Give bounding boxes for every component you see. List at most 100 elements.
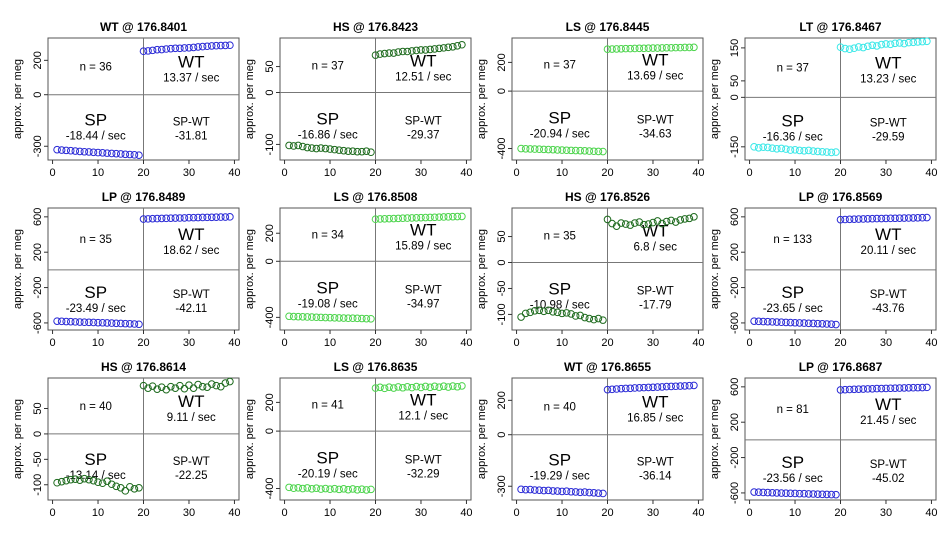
wt-data-point [873,384,881,393]
sp-data-point [521,309,530,318]
y-tick-label: 0 [264,428,276,434]
wt-data-point [900,214,908,222]
wt-data-point [850,385,858,394]
wt-data-point [635,218,644,226]
sp-data-point [544,145,553,154]
sp-data-point [768,488,777,497]
x-tick-label: 10 [324,167,336,179]
x-tick-label: 40 [460,337,472,349]
sp-data-point [590,147,598,156]
y-axis-label: approx. per meg [12,59,24,139]
x-tick-label: 0 [513,507,519,519]
sp-data-point [62,146,70,155]
sp-data-point [303,143,312,152]
wt-data-point [439,44,448,52]
wt-data-point [171,44,180,53]
wt-data-point [653,217,662,225]
wt-data-point [198,213,207,222]
wt-data-point [671,382,680,391]
wt-data-point [376,50,384,58]
sp-wt-label: SP-WT [173,456,210,468]
sp-data-point [535,306,544,315]
x-tick-label: 0 [49,507,55,519]
wt-label: WT [178,52,204,71]
wt-data-point [918,213,927,222]
y-axis-label: approx. per meg [12,399,24,479]
x-tick-label: 10 [556,337,568,349]
sp-wt-value: -42.11 [175,303,207,315]
x-tick-label: 30 [647,337,659,349]
wt-data-point [658,219,666,228]
wt-data-point [685,214,694,223]
panel-1: WT @ 176.8401 0 10 20 30 40 -300 0 200 approx. pe… [12,20,241,179]
wt-data-point [449,212,457,221]
sp-data-point [750,488,758,496]
x-tick-label: 0 [746,167,752,179]
y-axis-label: approx. per meg [244,59,256,139]
wt-data-point [207,213,216,222]
y-tick-label: -400 [496,138,508,160]
wt-rate: 18.62 / sec [163,245,220,257]
wt-data-point [458,40,466,49]
panel-title: HS @ 176.8526 [565,190,650,204]
sp-data-point [813,147,822,156]
wt-data-point [900,384,908,392]
sp-data-point [594,489,603,497]
y-axis-label: approx. per meg [244,399,256,479]
sp-data-point [809,490,818,498]
wt-data-point [649,44,657,52]
sp-data-point [135,151,143,159]
wt-data-point [836,215,845,224]
wt-data-point [662,43,671,52]
wt-data-point [430,213,439,222]
x-tick-label: 40 [228,337,240,349]
wt-data-point [176,214,184,222]
wt-data-point [863,214,872,223]
sp-data-point [571,312,580,320]
sp-data-point [76,318,84,326]
sp-data-point [558,146,566,154]
sp-data-point [321,313,330,322]
sp-data-point [544,306,553,315]
sp-wt-label: SP-WT [870,118,907,130]
sp-rate: -20.94 / sec [530,129,590,141]
sp-label: SP [316,279,339,298]
sp-label: SP [84,450,107,469]
sp-data-point [130,320,139,328]
x-tick-label: 20 [834,337,846,349]
wt-data-point [417,383,425,392]
panel-title: LS @ 176.8508 [334,190,418,204]
sp-data-point [800,489,808,498]
sp-data-point [112,319,121,328]
sp-data-point [791,489,799,498]
sp-data-point [294,484,302,492]
sp-data-point [53,317,61,325]
sp-data-point [358,485,366,494]
wt-data-point [608,385,616,394]
y-tick-label: -400 [264,306,276,328]
sp-wt-value: -36.14 [639,470,672,482]
sp-data-point [89,318,98,327]
wt-rate: 20.11 / sec [861,245,917,257]
sp-data-point [530,486,539,494]
sp-data-point [786,146,795,154]
sp-data-point [827,320,836,328]
y-axis-label: approx. per meg [709,229,721,309]
sp-data-point [62,317,70,326]
wt-data-point [626,44,635,53]
sp-data-point [112,482,121,491]
wt-data-point [148,46,157,55]
sp-data-point [289,484,298,493]
wt-data-point [640,383,648,392]
y-tick-label: -150 [729,136,741,158]
wt-label: WT [410,221,436,240]
sp-data-point [362,486,371,494]
sp-data-point [339,485,348,493]
sp-label: SP [781,453,804,472]
sp-data-point [580,488,589,496]
wt-data-point [180,214,189,222]
wt-data-point [662,217,671,226]
wt-data-point [626,384,635,393]
sp-data-point [312,144,321,153]
sp-data-point [126,150,134,159]
